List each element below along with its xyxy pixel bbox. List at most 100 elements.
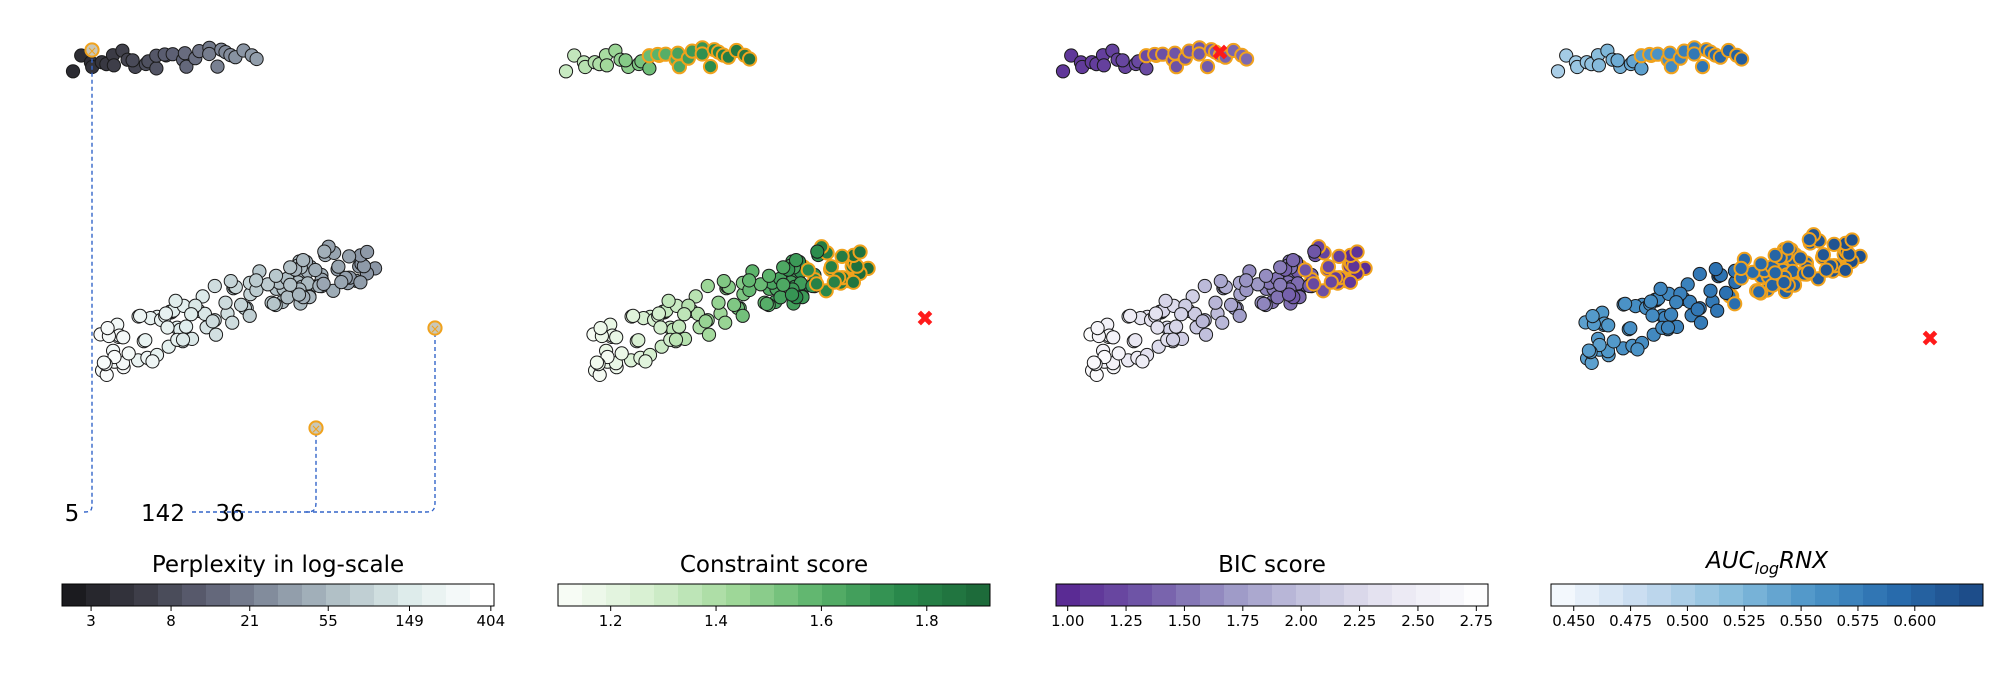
bottom-cluster-point: [268, 268, 284, 283]
colorbar-segment: [1575, 584, 1600, 606]
top-cluster-point: [125, 53, 140, 68]
colorbar-segment: [846, 584, 871, 606]
colorbar-segment: [606, 584, 631, 606]
bottom-cluster-point: [1135, 354, 1150, 369]
colorbar-frame: [61, 583, 495, 607]
colorbar-tick-label: 0.600: [1893, 612, 1936, 630]
bottom-cluster-point: [280, 290, 295, 305]
bottom-cluster-point: [1780, 240, 1796, 256]
colorbar-segment: [966, 584, 991, 606]
colorbar-segment: [1959, 584, 1984, 606]
colorbar-tick-label: 1.00: [1051, 612, 1084, 630]
bottom-cluster-point: [1215, 315, 1230, 330]
top-cluster-point: [1734, 51, 1750, 67]
bottom-cluster-point: [1837, 262, 1854, 278]
bottom-cluster-point: [1307, 244, 1322, 259]
bottom-cluster-point: [296, 253, 311, 268]
colorbar-segment: [702, 584, 727, 606]
colorbar-tick-label: 2.75: [1460, 612, 1493, 630]
bottom-cluster-point: [1297, 262, 1313, 278]
bottom-cluster-point: [1826, 236, 1842, 252]
bottom-cluster-point: [626, 308, 641, 323]
colorbar-tick-label: 3: [86, 612, 96, 630]
bottom-cluster-point: [718, 315, 733, 330]
top-cluster-point: [1055, 64, 1071, 79]
top-cluster-point: [249, 51, 264, 67]
bottom-cluster-point: [1708, 262, 1723, 277]
bottom-cluster-point: [208, 327, 224, 342]
bottom-cluster-point: [1733, 260, 1749, 276]
annotation-label: 142: [141, 501, 185, 527]
bottom-cluster-point: [1645, 308, 1660, 323]
colorbar-tick-label: 149: [395, 612, 424, 630]
bottom-cluster-point: [1198, 327, 1214, 342]
top-cluster-point: [599, 58, 615, 73]
selected-perplexity-point: [308, 420, 324, 436]
bottom-cluster-point: [759, 296, 774, 311]
colorbar-tick-label: 1.4: [704, 612, 728, 630]
selected-perplexity-mark: ×: [430, 322, 440, 336]
bottom-cluster-point: [1128, 333, 1143, 348]
colorbar-segment: [1128, 584, 1153, 606]
bottom-cluster-point: [160, 320, 175, 335]
colorbar-segment: [750, 584, 775, 606]
colorbar-segment: [582, 584, 607, 606]
bottom-cluster-point: [353, 275, 368, 290]
bottom-cluster-point: [1751, 284, 1767, 300]
colorbar-segment: [822, 584, 847, 606]
colorbar-segment: [62, 584, 87, 606]
top-cluster-point: [210, 59, 225, 74]
bottom-cluster-point: [145, 354, 160, 369]
top-cluster-point: [618, 53, 633, 68]
top-cluster-point: [1559, 48, 1574, 63]
bottom-cluster-point: [1601, 318, 1616, 333]
bottom-cluster-point: [1753, 256, 1769, 272]
colorbar-segment: [1911, 584, 1936, 606]
colorbar-segment: [446, 584, 471, 606]
bottom-cluster-point: [225, 315, 240, 330]
bottom-cluster-point: [1585, 309, 1600, 324]
colorbar-segment: [1935, 584, 1960, 606]
colorbar-segment: [86, 584, 111, 606]
bottom-cluster-point: [651, 306, 667, 321]
colorbar-segment: [1248, 584, 1273, 606]
colorbar-segment: [1767, 584, 1792, 606]
bottom-cluster-point: [283, 277, 298, 292]
bottom-cluster-point: [1281, 287, 1297, 302]
colorbar-tick-label: 2.00: [1284, 612, 1317, 630]
colorbar-frame: [1550, 583, 1984, 607]
bottom-cluster-point: [1776, 275, 1792, 291]
bottom-cluster-point: [1801, 264, 1817, 280]
top-cluster-point: [558, 64, 574, 79]
bottom-cluster-point: [789, 253, 804, 268]
colorbar-segment: [1200, 584, 1225, 606]
colorbar-segment: [726, 584, 751, 606]
bottom-cluster-point: [218, 295, 233, 310]
colorbar-segment: [654, 584, 679, 606]
bottom-cluster-point: [700, 278, 715, 294]
colorbar-segment: [870, 584, 895, 606]
bottom-cluster-point: [1197, 278, 1212, 294]
bottom-cluster-point: [1710, 303, 1725, 318]
colorbar-tick-label: 0.475: [1609, 612, 1652, 630]
bottom-cluster-point: [1286, 253, 1301, 268]
bottom-cluster-point: [784, 287, 800, 302]
colorbar-segment: [1224, 584, 1249, 606]
bottom-cluster-point: [823, 259, 840, 275]
bottom-cluster-point: [1643, 294, 1659, 309]
bottom-cluster-point: [308, 262, 323, 278]
bottom-cluster-point: [677, 307, 692, 322]
bottom-cluster-point: [1111, 346, 1126, 361]
bottom-cluster-point: [116, 330, 131, 345]
colorbar-segment: [798, 584, 823, 606]
bottom-cluster-point: [1331, 248, 1347, 264]
bottom-cluster-point: [1630, 342, 1645, 357]
top-cluster-point: [1239, 51, 1255, 67]
colorbar-segment: [1743, 584, 1768, 606]
best-config-marker: ✖: [1921, 327, 1939, 352]
bottom-cluster-point: [1213, 274, 1228, 289]
best-config-marker: ✖: [916, 307, 934, 332]
bottom-cluster-point: [668, 332, 684, 347]
top-cluster-point: [1115, 53, 1130, 68]
bic-score-panel: ✖ BIC score 1.00 1.25 1.50 1.75 2.00 2.25 2.50 2.…: [1051, 40, 1493, 630]
